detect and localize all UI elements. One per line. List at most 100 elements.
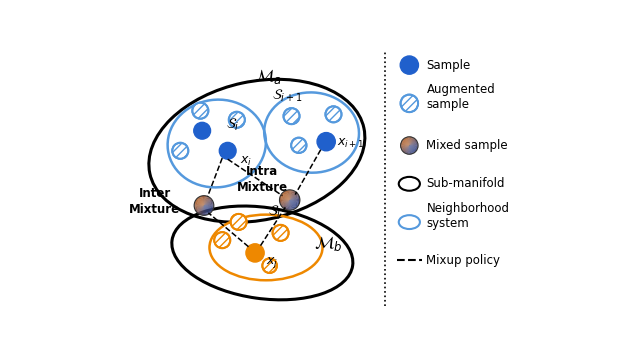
- Wedge shape: [410, 145, 418, 147]
- Text: Inter
Mixture: Inter Mixture: [129, 187, 180, 216]
- Wedge shape: [410, 137, 413, 145]
- Wedge shape: [410, 145, 418, 148]
- Text: $x_i$: $x_i$: [241, 155, 253, 168]
- Wedge shape: [290, 200, 296, 208]
- Wedge shape: [290, 195, 299, 200]
- Wedge shape: [410, 140, 417, 145]
- Wedge shape: [401, 145, 410, 150]
- Circle shape: [220, 143, 236, 159]
- Wedge shape: [204, 206, 205, 215]
- Circle shape: [262, 258, 277, 273]
- Circle shape: [246, 244, 264, 262]
- Wedge shape: [200, 206, 204, 215]
- Wedge shape: [204, 206, 212, 212]
- Wedge shape: [280, 196, 290, 200]
- Wedge shape: [408, 145, 410, 154]
- Wedge shape: [204, 196, 205, 206]
- Wedge shape: [203, 206, 204, 215]
- Wedge shape: [401, 141, 410, 145]
- Wedge shape: [204, 196, 206, 206]
- Text: Sample: Sample: [426, 59, 471, 72]
- Wedge shape: [282, 200, 290, 208]
- Wedge shape: [203, 195, 204, 206]
- Wedge shape: [204, 206, 213, 211]
- Wedge shape: [197, 206, 204, 213]
- Wedge shape: [290, 200, 298, 208]
- Text: $x_j$: $x_j$: [266, 255, 278, 270]
- Text: $\mathcal{S}_i$: $\mathcal{S}_i$: [227, 117, 240, 134]
- Wedge shape: [282, 193, 290, 200]
- Wedge shape: [401, 145, 410, 147]
- Wedge shape: [204, 202, 213, 206]
- Wedge shape: [204, 197, 210, 206]
- Circle shape: [284, 108, 300, 124]
- Wedge shape: [408, 145, 410, 154]
- Wedge shape: [410, 144, 418, 145]
- Wedge shape: [204, 206, 211, 213]
- Wedge shape: [199, 197, 204, 206]
- Wedge shape: [401, 144, 410, 145]
- Wedge shape: [290, 198, 300, 200]
- Wedge shape: [290, 191, 296, 200]
- Text: $\mathcal{M}_a$: $\mathcal{M}_a$: [254, 67, 282, 86]
- Wedge shape: [290, 196, 300, 200]
- Wedge shape: [410, 138, 413, 145]
- Wedge shape: [201, 196, 204, 206]
- Wedge shape: [403, 145, 410, 153]
- Wedge shape: [287, 200, 290, 210]
- Wedge shape: [410, 139, 416, 145]
- Wedge shape: [196, 199, 204, 206]
- Wedge shape: [290, 200, 291, 210]
- Circle shape: [273, 225, 289, 241]
- Wedge shape: [290, 190, 294, 200]
- Circle shape: [194, 122, 211, 139]
- Wedge shape: [282, 193, 290, 200]
- Wedge shape: [409, 137, 410, 145]
- Wedge shape: [410, 145, 417, 150]
- Wedge shape: [204, 206, 209, 215]
- Wedge shape: [290, 200, 295, 210]
- Wedge shape: [195, 206, 204, 209]
- Circle shape: [172, 143, 188, 159]
- Wedge shape: [204, 206, 214, 207]
- Wedge shape: [204, 196, 208, 206]
- Wedge shape: [195, 202, 204, 206]
- Wedge shape: [280, 198, 290, 200]
- Wedge shape: [410, 145, 412, 154]
- Wedge shape: [405, 138, 410, 145]
- Wedge shape: [290, 190, 291, 200]
- Wedge shape: [402, 145, 410, 151]
- Circle shape: [291, 138, 307, 153]
- Wedge shape: [410, 137, 412, 145]
- Wedge shape: [410, 145, 412, 154]
- Wedge shape: [287, 190, 290, 200]
- Wedge shape: [196, 206, 204, 213]
- Wedge shape: [281, 194, 290, 200]
- Circle shape: [401, 95, 418, 112]
- Wedge shape: [280, 200, 290, 203]
- Wedge shape: [401, 142, 410, 145]
- Circle shape: [214, 232, 230, 248]
- Wedge shape: [406, 137, 410, 145]
- Wedge shape: [204, 198, 211, 206]
- Wedge shape: [280, 200, 290, 201]
- Wedge shape: [290, 200, 300, 201]
- Wedge shape: [204, 198, 211, 206]
- Wedge shape: [290, 194, 298, 200]
- Wedge shape: [410, 144, 418, 145]
- Wedge shape: [410, 141, 417, 145]
- Circle shape: [317, 132, 335, 151]
- Wedge shape: [290, 190, 292, 200]
- Wedge shape: [204, 206, 212, 211]
- Wedge shape: [290, 192, 296, 200]
- Wedge shape: [401, 145, 410, 147]
- Wedge shape: [410, 140, 417, 145]
- Wedge shape: [408, 137, 410, 145]
- Wedge shape: [401, 143, 410, 145]
- Wedge shape: [410, 145, 415, 153]
- Text: Intra
Mixture: Intra Mixture: [237, 166, 288, 194]
- Text: Sub-manifold: Sub-manifold: [426, 177, 505, 190]
- Wedge shape: [199, 206, 204, 215]
- Wedge shape: [204, 206, 211, 213]
- Wedge shape: [290, 200, 292, 210]
